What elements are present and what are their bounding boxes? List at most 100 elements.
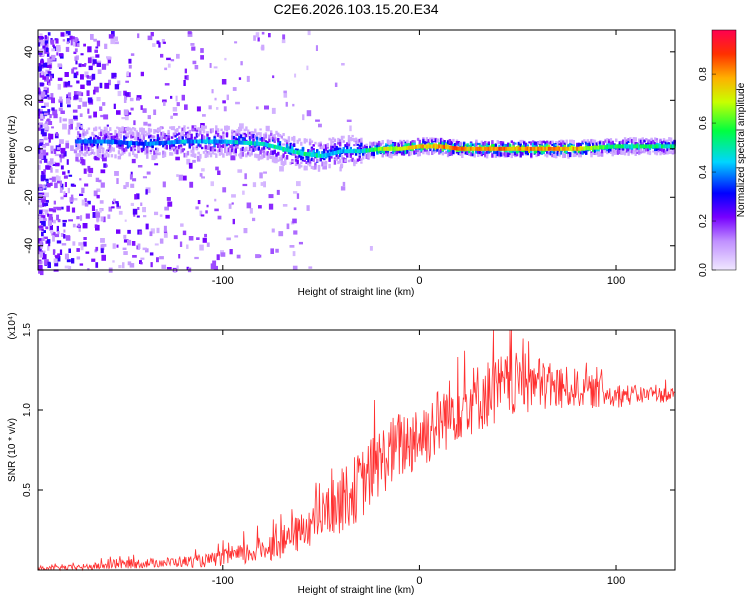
spectrogram-band-cell	[650, 137, 653, 142]
spectrogram-peak-cell	[236, 140, 239, 145]
spectrogram-band-cell	[135, 153, 138, 159]
spectrogram-band-cell	[549, 140, 552, 145]
spectrogram-band-cell	[574, 150, 577, 154]
spectrogram-noise-cell	[229, 249, 233, 255]
spectrogram-noise-cell	[246, 202, 252, 209]
spectrogram-band-cell	[553, 143, 556, 148]
spectrogram-noise-cell	[42, 209, 46, 212]
spectrogram-band-cell	[284, 158, 287, 163]
spectrogram-band-cell	[294, 148, 298, 152]
spectrogram-peak-cell	[620, 144, 623, 149]
spectrogram-band-cell	[554, 141, 558, 145]
spectrogram-noise-cell	[127, 239, 132, 246]
spectrogram-band-cell	[82, 129, 85, 133]
spectrogram-frame	[37, 29, 676, 271]
spectrogram-band-cell	[659, 138, 662, 143]
spectrogram-peak-cell	[537, 146, 540, 151]
spectrogram-noise-cell	[40, 39, 45, 46]
spectrogram-noise-cell	[199, 210, 203, 216]
spectrogram-band-cell	[282, 161, 285, 166]
spectrogram-noise-cell	[66, 38, 70, 44]
spectrogram-peak-cell	[461, 146, 464, 151]
spectrogram-band-cell	[291, 145, 294, 150]
spectrogram-band-cell	[241, 151, 245, 157]
spectrogram-noise-cell	[43, 137, 48, 141]
spectrogram-band-cell	[358, 138, 361, 143]
spectrogram-band-cell	[130, 146, 133, 152]
spectrogram-noise-cell	[62, 222, 66, 227]
spectrogram-band-cell	[531, 144, 535, 149]
spectrogram-noise-cell	[43, 86, 48, 91]
spectrogram-noise-cell	[48, 208, 54, 212]
spectrogram-peak-cell	[452, 146, 455, 150]
spectrogram-band-cell	[365, 154, 368, 159]
spectrogram-noise-cell	[44, 102, 49, 107]
spectrogram-noise-cell	[67, 170, 70, 174]
spectrogram-band-cell	[105, 129, 108, 134]
spectrogram-noise-cell	[217, 215, 222, 220]
spectrogram-noise-cell	[54, 233, 60, 238]
spectrogram-peak-cell	[441, 144, 444, 149]
spectrogram-band-cell	[261, 155, 264, 160]
spectrogram-noise-cell	[282, 204, 288, 207]
spectrogram-noise-cell	[64, 81, 69, 87]
spectrogram-noise-cell	[55, 169, 59, 173]
spectrogram-noise-cell	[119, 145, 124, 150]
spectrogram-band-cell	[224, 125, 227, 131]
spectrogram-noise-cell	[164, 206, 169, 211]
spectrogram-band-cell	[98, 145, 101, 151]
spectrogram-noise-cell	[58, 53, 64, 57]
spectrogram-noise-cell	[155, 96, 160, 99]
spectrogram-noise-cell	[116, 229, 121, 234]
spectrogram-band-cell	[328, 157, 331, 161]
spectrogram-peak-cell	[668, 144, 671, 149]
spectrogram-band-cell	[78, 137, 82, 141]
spectrogram-peak-cell	[542, 146, 545, 151]
spectrogram-noise-cell	[45, 226, 49, 230]
spectrogram-band-cell	[261, 137, 264, 142]
spectrogram-band-cell	[501, 143, 505, 148]
spectrogram-noise-cell	[42, 96, 48, 99]
spectrogram-noise-cell	[52, 231, 55, 235]
spectrogram-noise-cell	[42, 123, 48, 128]
spectrogram-peak-cell	[353, 149, 356, 154]
spectrogram-band-cell	[415, 148, 418, 152]
spectrogram-band-cell	[287, 151, 291, 154]
spectrogram-noise-cell	[84, 198, 87, 203]
spectrogram-band-cell	[218, 146, 222, 151]
spectrogram-band-cell	[211, 128, 214, 132]
spectrogram-band-cell	[551, 149, 554, 154]
spectrogram-noise-cell	[213, 66, 218, 69]
spectrogram-band-cell	[133, 153, 137, 158]
spectrogram-peak-cell	[404, 146, 407, 151]
spectrogram-noise-cell	[56, 180, 61, 184]
spectrogram-band-cell	[259, 155, 262, 160]
spectrogram-band-cell	[87, 153, 91, 156]
spectrogram-peak-cell	[112, 140, 115, 144]
spectrogram-band-cell	[87, 127, 91, 130]
spectrogram-band-cell	[216, 150, 220, 153]
spectrogram-peak-cell	[487, 146, 490, 151]
spectrogram-noise-cell	[97, 60, 102, 63]
spectrogram-peak-cell	[213, 139, 216, 144]
spectrogram-peak-cell	[80, 139, 84, 144]
spectrogram-noise-cell	[234, 41, 238, 44]
spectrogram-band-cell	[238, 127, 241, 133]
spectrogram-peak-cell	[149, 141, 153, 146]
spectrogram-band-cell	[225, 128, 229, 132]
spectrogram-noise-cell	[181, 94, 185, 101]
spectrogram-band-cell	[386, 144, 390, 147]
spectrogram-peak-cell	[232, 140, 236, 145]
spectrogram-noise-cell	[143, 121, 148, 126]
spectrogram-band-cell	[252, 148, 255, 152]
spectrogram-band-cell	[181, 135, 184, 141]
spectrogram-band-cell	[167, 138, 170, 142]
spectrogram-noise-cell	[123, 251, 128, 255]
spectrogram-noise-cell	[40, 128, 45, 135]
spectrogram-peak-cell	[383, 146, 386, 151]
spectrogram-band-cell	[75, 153, 78, 157]
spectrogram-noise-cell	[127, 229, 131, 234]
spectrogram-noise-cell	[183, 80, 186, 86]
spectrogram-noise-cell	[106, 63, 109, 66]
spectrogram-band-cell	[592, 152, 595, 155]
